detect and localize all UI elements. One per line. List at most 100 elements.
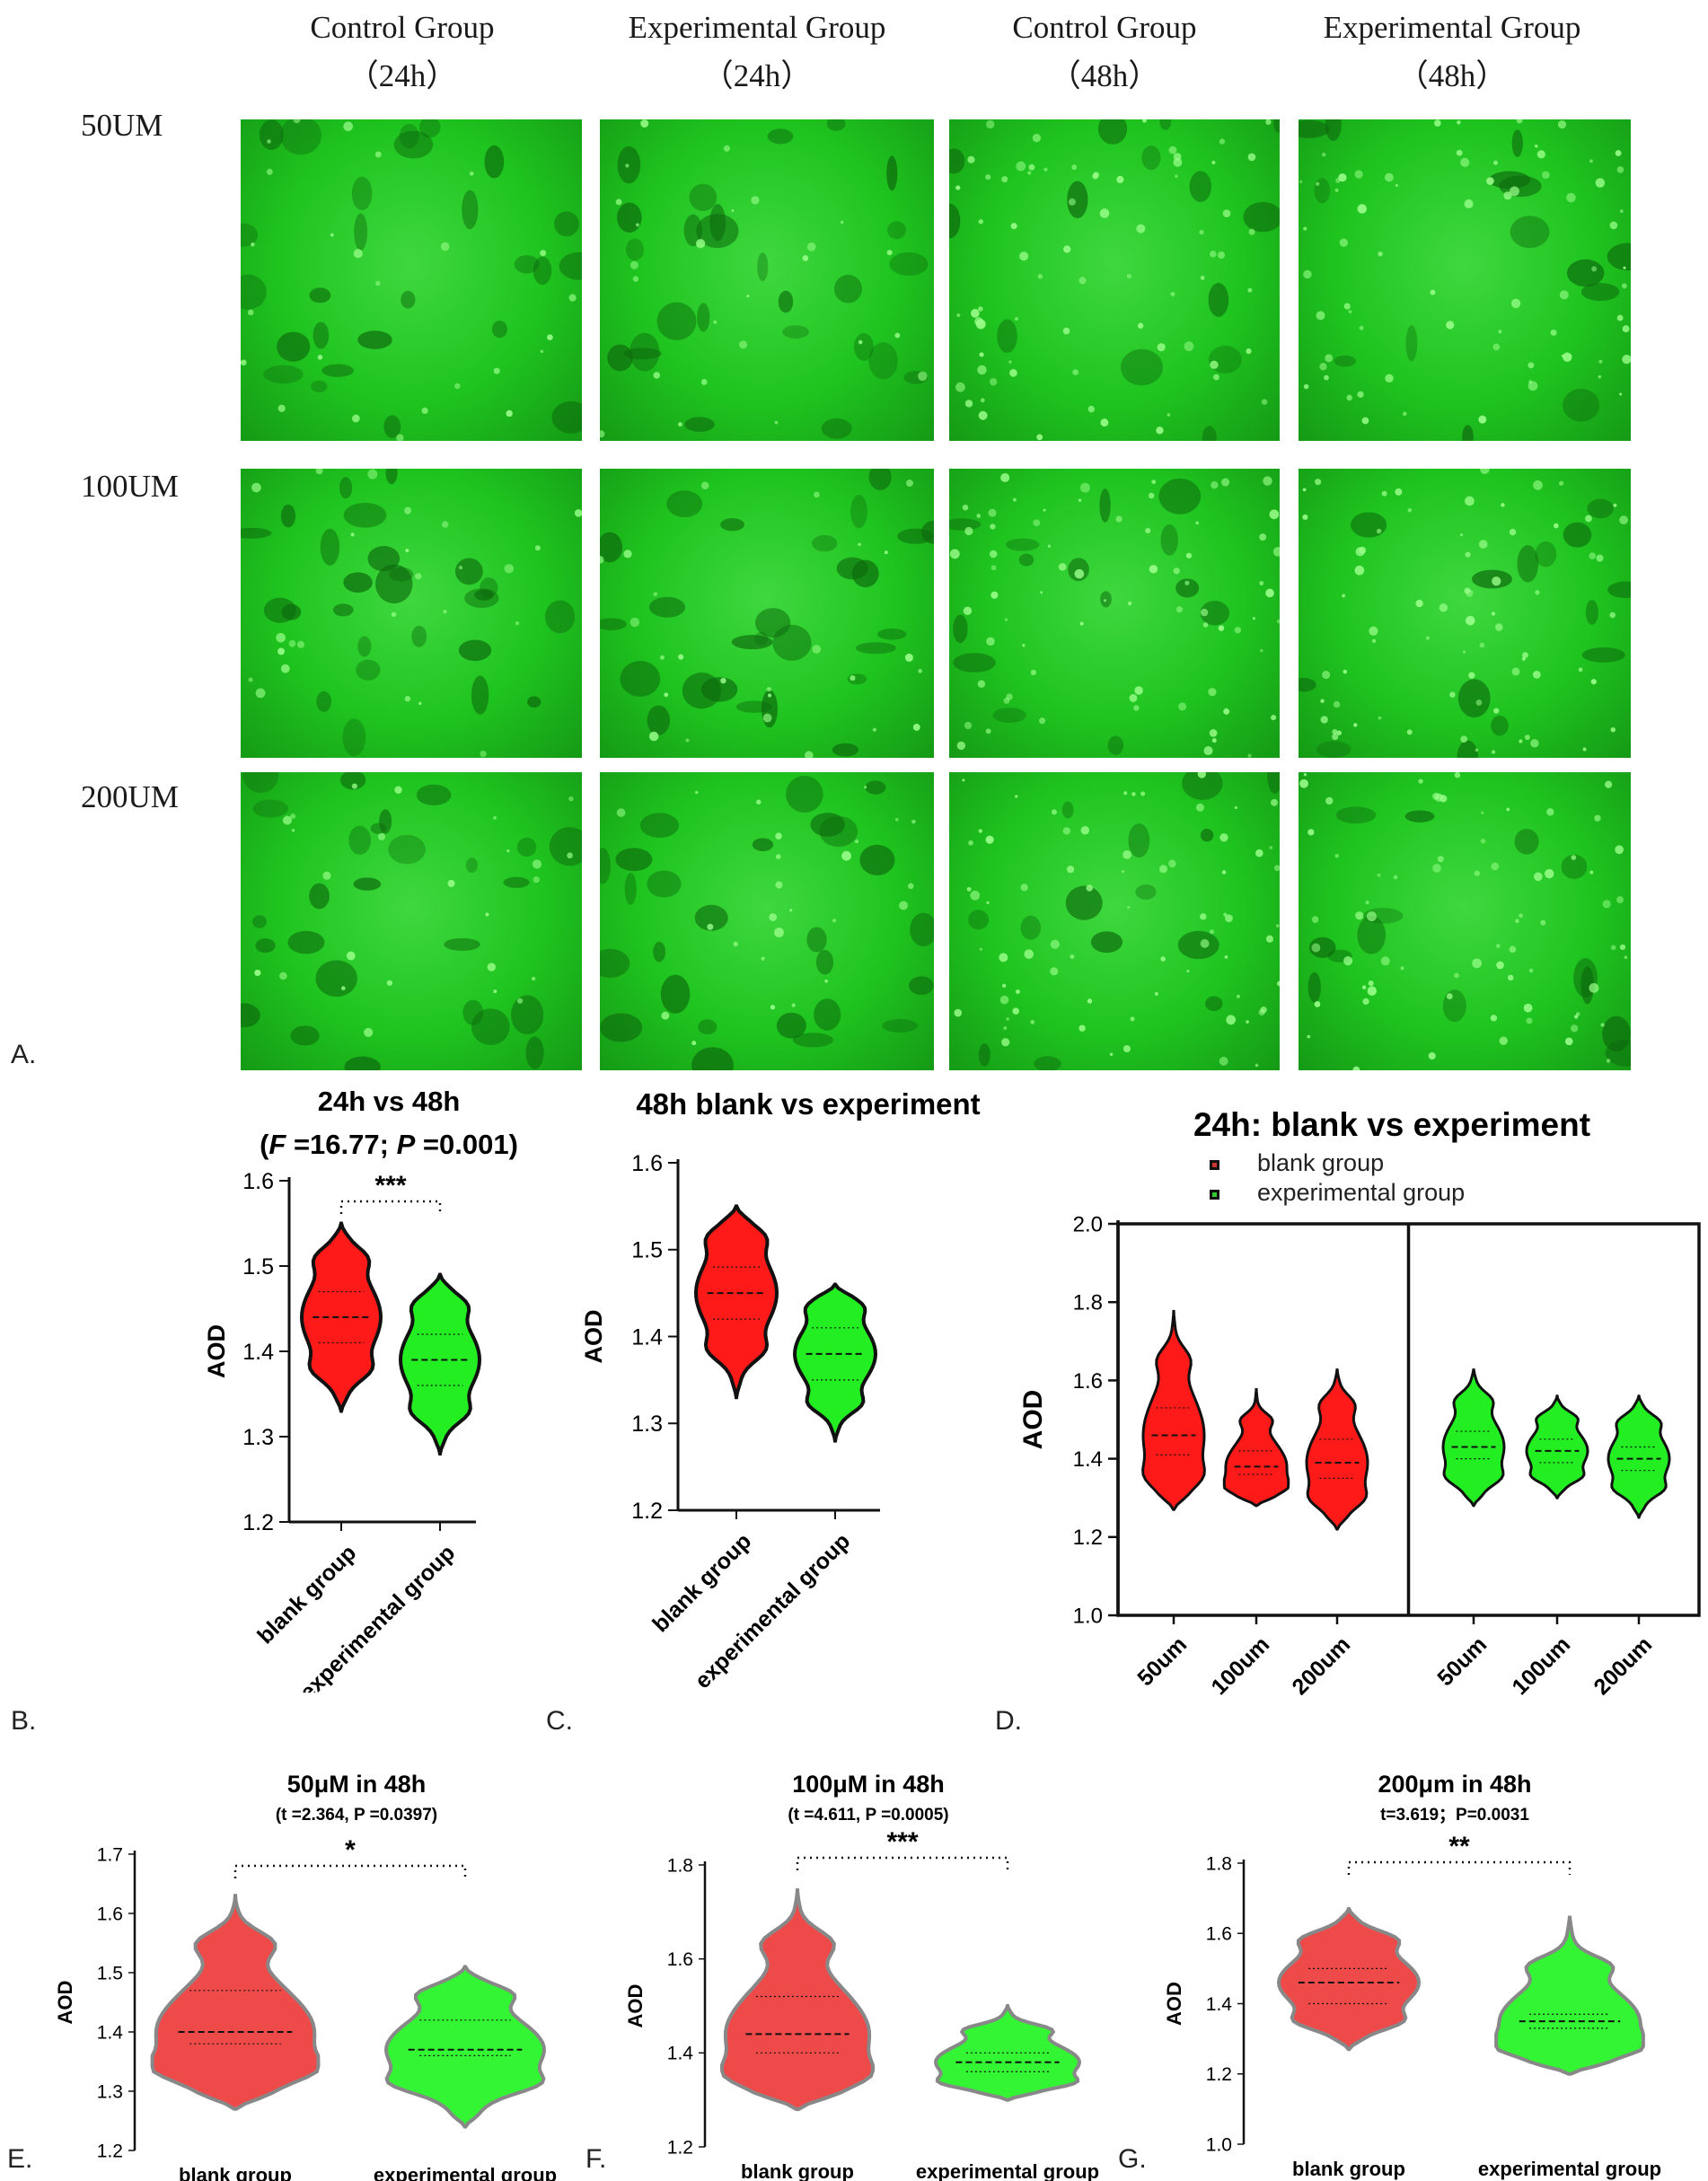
fluorescent-spot [506, 849, 510, 853]
fluorescent-spot [1126, 274, 1131, 279]
fluorescent-spot [1137, 322, 1144, 329]
fluorescent-spot [775, 881, 783, 889]
fluorescent-spot [884, 550, 888, 555]
cell-shadow [953, 614, 968, 644]
fluorescent-spot [364, 1027, 374, 1037]
fluorescent-spot [442, 521, 449, 528]
fluorescent-spot [768, 693, 772, 698]
fluorescent-spot [1037, 274, 1043, 279]
legend-label-experimental: experimental group [1257, 1179, 1465, 1206]
fluorescent-spot [1151, 479, 1157, 485]
fluorescent-spot [1261, 399, 1268, 405]
cell-shadow [1462, 425, 1474, 441]
fluorescent-spot [1434, 793, 1444, 802]
chart-f-stat: (t =4.611, P =0.0005) [788, 1806, 948, 1825]
fluorescent-spot [421, 407, 428, 414]
fluorescent-spot [1121, 870, 1125, 874]
fluorescent-spot [789, 909, 793, 912]
fluorescent-spot [980, 398, 985, 403]
fluorescent-spot [540, 349, 544, 354]
fluorescent-spot [1496, 944, 1501, 948]
fluorescent-spot [254, 969, 261, 977]
fluorescent-spot [1200, 938, 1210, 948]
cell-shadow [1107, 735, 1124, 755]
cell-shadow [1205, 996, 1223, 1011]
micrograph-texture [1299, 119, 1631, 441]
fluorescent-spot [1247, 153, 1256, 162]
panel-label-e: E. [7, 2144, 33, 2174]
chart-e-plot: AOD 1.2 1.3 1.4 1.5 1.6 1.7 blank group experime… [54, 1835, 557, 2181]
fluorescent-spot [769, 913, 778, 921]
fluorescent-spot [574, 509, 582, 517]
cell-shadow [855, 642, 896, 655]
fluorescent-spot [1534, 872, 1543, 882]
fluorescent-spot [962, 504, 969, 511]
fluorescent-spot [1079, 621, 1084, 626]
fluorescent-spot [1271, 715, 1277, 721]
fluorescent-spot [1472, 958, 1482, 969]
fluorescent-spot [1619, 944, 1626, 951]
cell-shadow [1514, 829, 1539, 855]
fluorescent-spot [1142, 119, 1147, 123]
fluorescent-spot [1009, 368, 1017, 377]
fluorescent-spot [346, 951, 356, 961]
fluorescent-spot [454, 383, 461, 390]
cell-shadow [850, 495, 867, 529]
fluorescent-spot [1510, 298, 1521, 309]
fluorescent-spot [1030, 669, 1037, 676]
fluorescent-spot [1197, 772, 1206, 778]
fluorescent-spot [1062, 827, 1070, 835]
micrograph-r2-c3 [949, 469, 1280, 758]
fluorescent-spot [1606, 1059, 1611, 1063]
y-tick-label: 1.2 [1073, 1526, 1103, 1550]
cell-shadow [949, 148, 965, 174]
fluorescent-spot [977, 680, 986, 688]
fluorescent-spot [1491, 611, 1496, 616]
chart-b-stat-f-label: F [269, 1129, 286, 1160]
fluorescent-spot [858, 339, 863, 345]
fluorescent-spot [1615, 845, 1624, 855]
cell-shadow [909, 976, 934, 996]
cell-shadow [821, 418, 852, 439]
fluorescent-spot [279, 972, 287, 981]
fluorescent-spot [1557, 120, 1567, 129]
fluorescent-spot [1167, 413, 1171, 417]
fluorescent-spot [493, 989, 497, 994]
cell-shadow [370, 822, 386, 834]
fluorescent-spot [1403, 411, 1407, 417]
cell-shadow [1404, 810, 1435, 822]
fluorescent-spot [751, 196, 760, 205]
fluorescent-spot [1384, 172, 1394, 182]
y-tick-label: 1.2 [97, 2141, 123, 2161]
fluorescent-spot [738, 340, 748, 349]
fluorescent-spot [1222, 209, 1231, 217]
cell-shadow [735, 700, 772, 713]
cell-shadow [1034, 1056, 1061, 1070]
chart-g-plot: AOD 1.0 1.2 1.4 1.6 1.8 blank group experimenta… [1163, 1832, 1661, 2180]
fluorescent-spot [990, 565, 997, 571]
x-category-label-2: experimental group [916, 2160, 1099, 2181]
cell-shadow [757, 252, 769, 282]
cell-shadow [859, 844, 895, 875]
fluorescent-spot [623, 550, 632, 558]
y-tick-label: 1.3 [631, 1411, 663, 1437]
fluorescent-spot [1131, 792, 1136, 796]
chart-c: 48h blank vs experiment AOD 1.2 1.3 1.4 1.5 1… [580, 1087, 981, 1693]
violin-experimental-2 [383, 1965, 547, 2129]
fluorescent-spot [1140, 791, 1146, 796]
cell-shadow [720, 518, 744, 532]
legend-swatch-experimental-inner [1212, 1192, 1217, 1197]
fluorescent-spot [1209, 729, 1218, 737]
cell-shadow [255, 938, 276, 954]
micrograph-texture [241, 772, 582, 1070]
fluorescent-spot [1259, 533, 1267, 541]
fluorescent-spot [894, 332, 901, 339]
y-tick-label: 1.4 [242, 1340, 274, 1365]
column-header-1: Control Group （24h） [232, 4, 573, 101]
fluorescent-spot [1605, 780, 1613, 788]
cell-shadow [354, 213, 368, 251]
fluorescent-spot [1325, 354, 1334, 363]
fluorescent-spot [247, 309, 254, 316]
